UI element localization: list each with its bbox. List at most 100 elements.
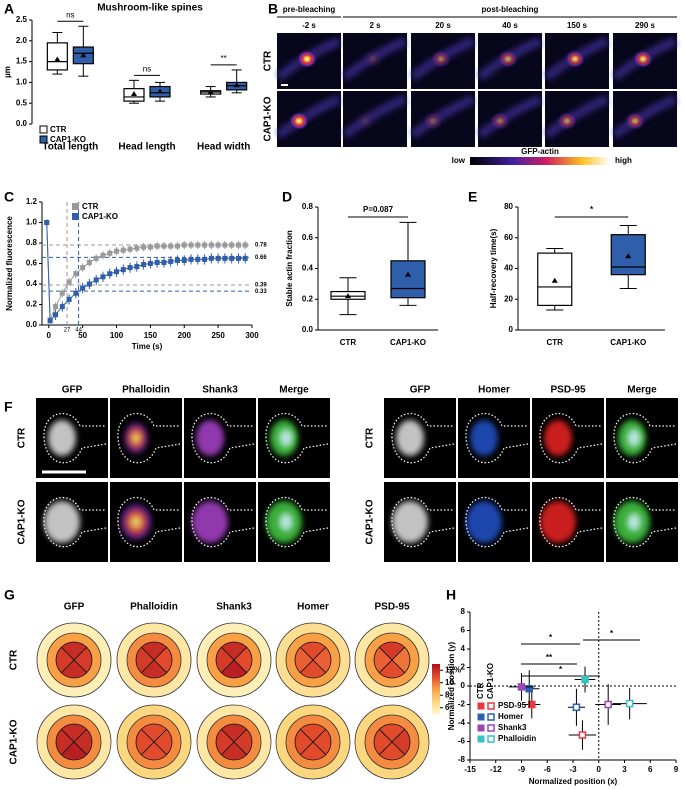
x-tick-label: 0 [597,765,602,774]
dendrite [276,94,341,139]
y-axis-title: Normalized position (y) [447,641,456,730]
y-tick-label: 1.5 [16,57,28,66]
legend-label: Homer [498,712,523,721]
spine-signal [470,420,498,456]
reference-label: 0.78 [255,243,267,249]
mean-marker [233,82,240,88]
dendrite [410,94,475,139]
y-tick-label: 80 [504,202,513,211]
center-sector [55,646,75,674]
y-axis-title: Normalized fluorescence [5,216,14,311]
y-tick-label: 2.0 [16,36,28,45]
y-tick-label: 0.2 [26,300,38,309]
spine-signal [540,501,576,543]
x-tick-label: 100 [110,331,124,340]
marker [73,271,79,277]
spine-signal [192,501,228,543]
marker [195,256,201,262]
y-tick-label: 0.2 [302,294,314,303]
marker [188,256,194,262]
spine-signal [557,112,577,130]
marker [195,242,201,248]
marker [215,242,221,248]
row-label: CAP1-KO [365,499,376,544]
spine-outline [465,496,529,548]
box [390,260,426,299]
mean-marker [207,88,214,94]
legend-header: CTR [476,682,485,699]
marker [66,296,72,302]
chart-title: Mushroom-like spines [97,3,203,14]
significance-label: ns [66,10,74,19]
spine-signal [544,420,572,456]
legend-label: CAP1-KO [50,135,86,144]
legend-header: CAP1-KO [486,663,495,699]
marker [66,279,72,285]
marker [604,700,612,709]
spine-outline [391,496,455,548]
y-tick-label: 0 [509,325,514,334]
mean-marker [551,277,558,283]
column-label: Shank3 [216,602,252,613]
marker [100,252,106,258]
marker [168,243,174,249]
mean-marker [54,56,61,62]
x-tick-label: 250 [211,331,225,340]
colorbar-label: 6 [445,703,450,712]
legend-swatch [39,135,48,144]
channel-label: Shank3 [202,385,238,396]
significance-label: ns [143,64,151,73]
colorbar-label: 10 [445,678,454,687]
spine-outline [539,496,603,548]
marker [107,271,113,277]
colorbar-title: GFP-actin [521,147,559,156]
column-label: PSD-95 [374,602,409,613]
x-axis-title: Normalized position (x) [529,777,618,786]
marker [154,243,160,249]
significance-label: * [549,633,553,642]
legend-label: Phalloidin [498,734,536,743]
marker [229,242,235,248]
x-tick-label: Total length [42,142,98,153]
center-sector [294,646,314,674]
y-tick-label: 60 [504,233,513,242]
y-tick-label: -6 [458,737,466,746]
x-tick-label: 0 [47,331,52,340]
legend-label: CAP1-KO [82,212,118,221]
dendrite [477,94,542,139]
x-tick-label: -3 [569,765,577,774]
center-sector [294,728,314,756]
row-label: CAP1-KO [263,96,274,141]
spine-signal [196,420,224,456]
y-tick-label: 20 [504,294,513,303]
marker [578,731,587,739]
spine-signal [44,501,80,543]
marker [222,255,228,261]
marker [174,257,180,263]
spine-outline [43,412,107,464]
mean-marker [345,293,351,299]
y-axis-title: Half-recovery time(s) [489,228,498,308]
marker [127,265,133,271]
spine-signal [289,112,309,130]
marker [242,242,248,248]
spine-signal [392,501,428,543]
x-tick-label: -9 [518,765,526,774]
spine-core [627,513,641,531]
marker [120,267,126,273]
marker [86,259,92,265]
marker [215,255,221,261]
spine-signal [355,112,375,130]
row-label: CTR [9,649,20,670]
significance-label: ** [221,54,227,63]
dendrite [612,94,677,139]
legend-label: PSD-95 [498,701,527,710]
marker [44,220,50,225]
legend-swatch [477,702,485,710]
y-tick-label: -4 [458,718,466,727]
phase-label: post-bleaching [482,5,539,14]
marker [134,264,140,270]
marker [202,242,208,248]
colorbar-low: low [452,156,466,165]
channel-label: Merge [627,385,657,396]
